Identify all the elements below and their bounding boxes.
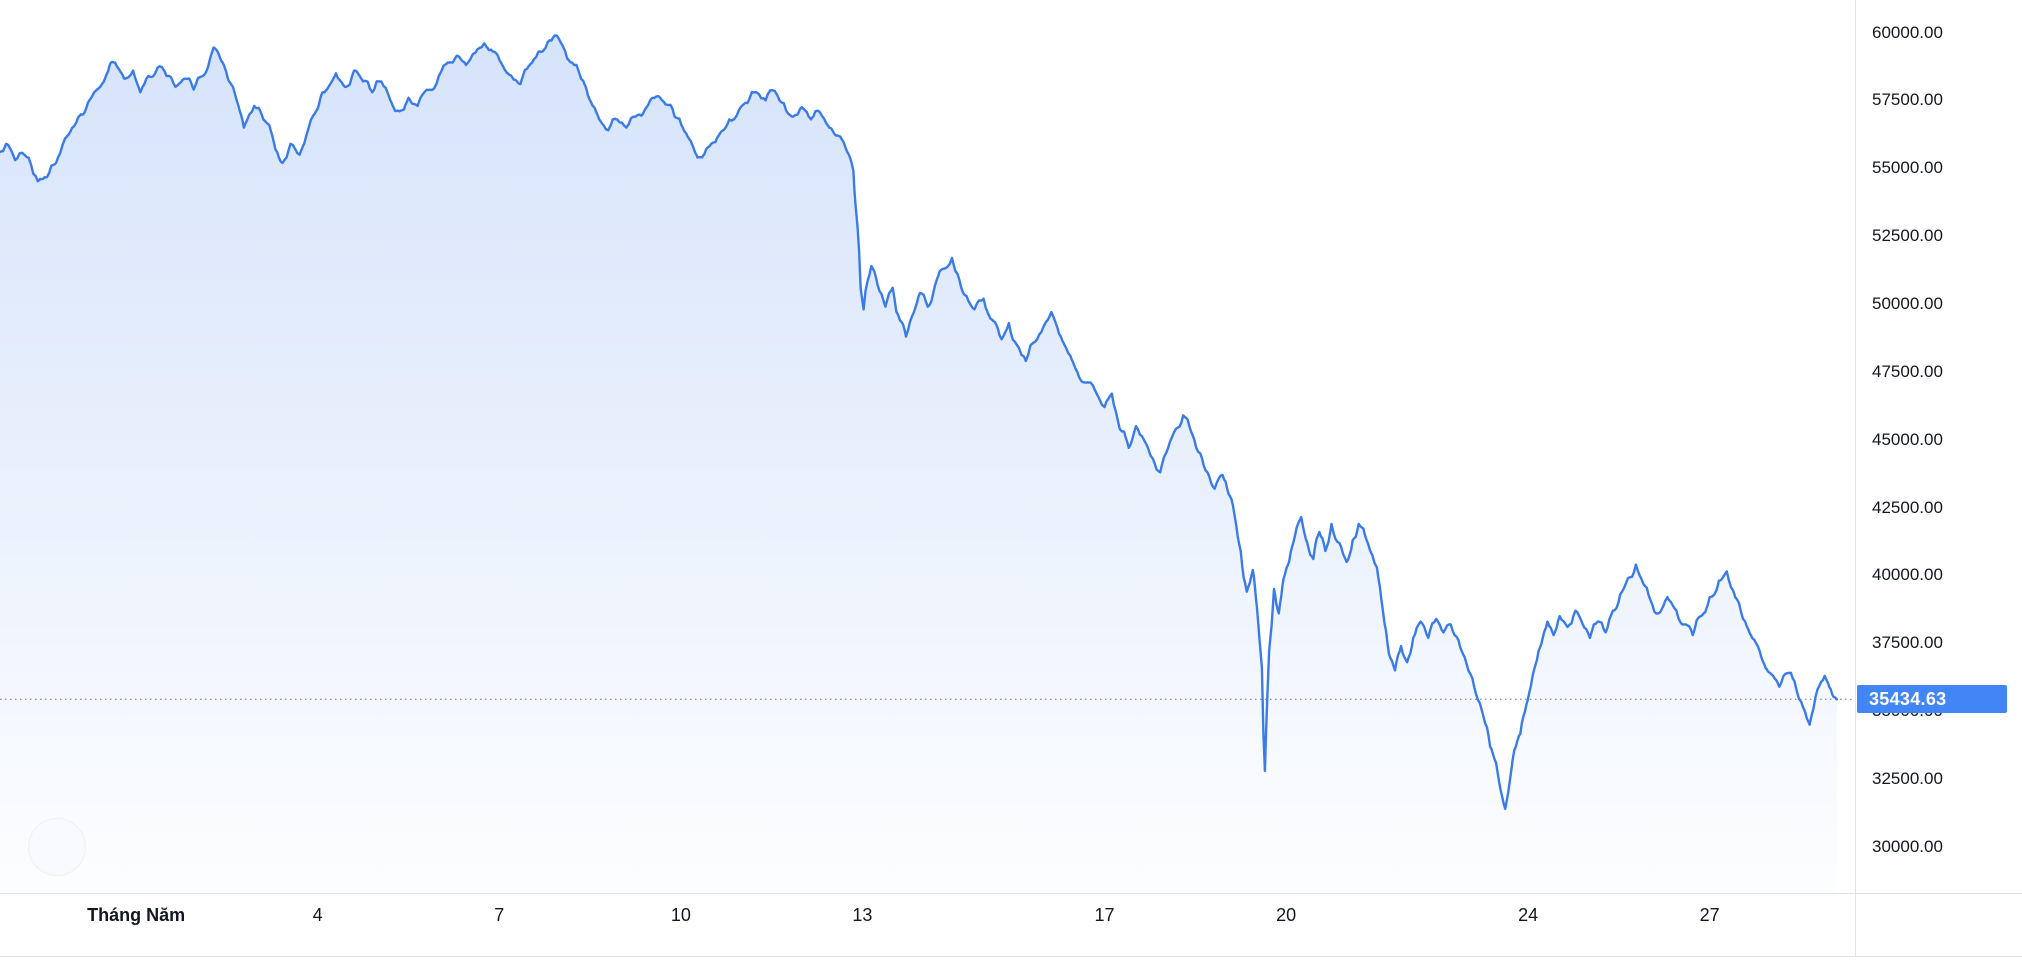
price-line (0, 34, 1838, 811)
price-tick-label: 60000.00 (1872, 22, 1943, 42)
time-tick-label: 7 (494, 905, 505, 925)
symbol-logo-watermark (28, 818, 86, 876)
price-tick-label: 52500.00 (1872, 226, 1943, 246)
chart-plot-area[interactable] (0, 0, 1855, 893)
last-price-value: 35434.63 (1869, 688, 1947, 709)
price-tick-label: 47500.00 (1872, 361, 1943, 381)
time-tick-label-month: Tháng Năm (87, 905, 186, 925)
time-axis-separator (0, 893, 2022, 894)
price-tick-label: 57500.00 (1872, 90, 1943, 110)
price-area-chart (0, 34, 1855, 893)
pane-bottom-border (0, 956, 2022, 957)
price-tick-label: 30000.00 (1872, 836, 1943, 856)
price-tick-label: 42500.00 (1872, 497, 1943, 517)
price-tick-label: 45000.00 (1872, 429, 1943, 449)
price-tick-label: 37500.00 (1872, 633, 1943, 653)
time-tick-label: 20 (1276, 905, 1297, 925)
price-tick-label: 50000.00 (1872, 294, 1943, 313)
time-tick-label: 4 (312, 905, 323, 925)
time-axis[interactable]: Tháng Năm 4 7 10 13 17 20 24 27 (0, 894, 2022, 962)
time-tick-label: 24 (1518, 905, 1539, 925)
price-tick-label: 40000.00 (1872, 565, 1943, 585)
area-fill (0, 35, 1837, 893)
price-axis-separator (1855, 0, 1856, 956)
price-axis[interactable]: 60000.00 57500.00 55000.00 52500.00 50000.00… (1856, 0, 2022, 893)
time-tick-label: 17 (1094, 905, 1115, 925)
price-tick-label: 32500.00 (1872, 769, 1943, 788)
time-tick-label: 13 (852, 905, 873, 925)
time-tick-label: 27 (1699, 905, 1720, 925)
price-tick-label: 55000.00 (1872, 158, 1943, 178)
last-price-badge: 35434.63 (1857, 685, 2007, 714)
cloud-chart-logo-icon (29, 819, 1855, 893)
time-tick-label: 10 (670, 905, 691, 925)
